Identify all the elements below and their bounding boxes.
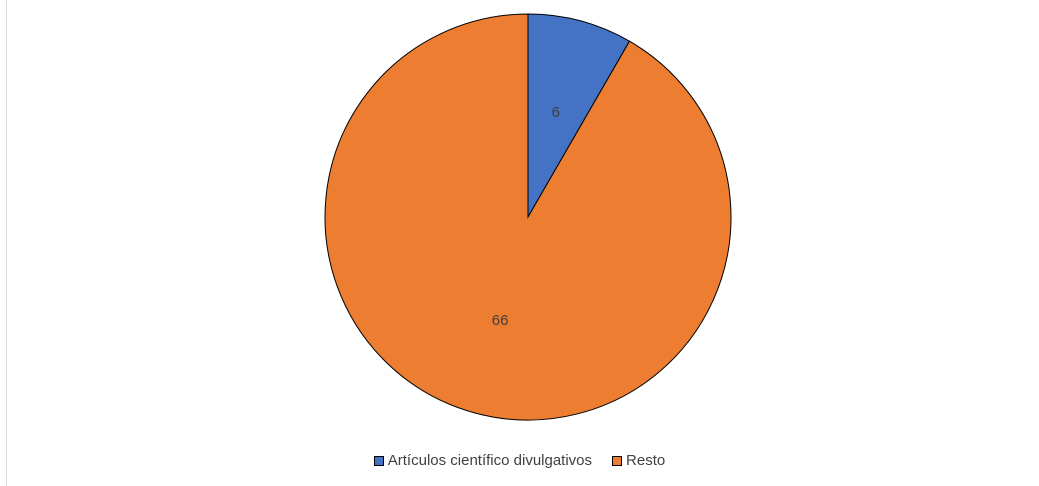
legend-label-resto: Resto [626, 452, 666, 469]
data-label-resto: 66 [492, 312, 509, 329]
legend-label-articulos: Artículos científico divulgativos [387, 452, 593, 469]
legend-swatch-articulos [373, 455, 384, 466]
pie-data-labels: 666 [492, 104, 560, 329]
chart-legend: Artículos científico divulgativos Resto [0, 452, 1039, 469]
data-label-articulos-cientifico-divulgativos: 6 [552, 104, 560, 121]
pie-slice-articulos-cientifico-divulgativos [527, 13, 631, 219]
chart-frame-edge [6, 0, 7, 486]
pie-slice-resto [324, 13, 732, 421]
pie-slices [324, 13, 732, 421]
legend-swatch-resto [612, 455, 623, 466]
pie-chart: 666 [324, 13, 732, 421]
legend-item-articulos: Artículos científico divulgativos [373, 452, 593, 469]
legend-item-resto: Resto [612, 452, 665, 469]
